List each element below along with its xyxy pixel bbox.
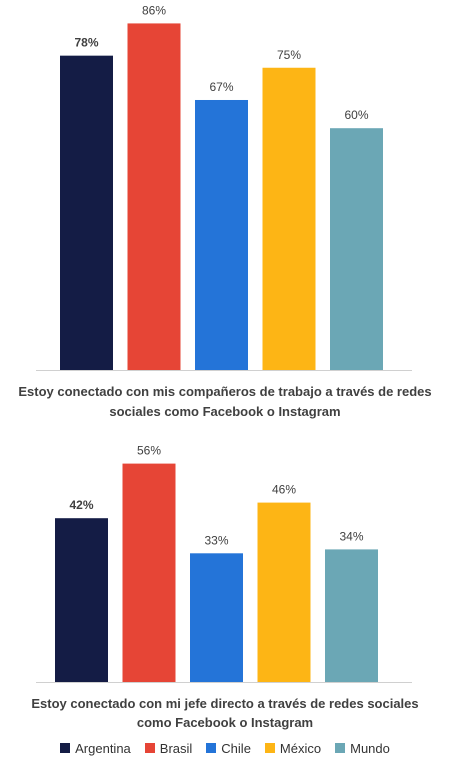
bar-brasil (127, 23, 181, 370)
data-label-mundo: 34% (339, 529, 363, 543)
chart-title-line-1: Estoy conectado con mi jefe directo a tr… (31, 696, 418, 711)
legend-item-argentina: Argentina (60, 741, 131, 756)
data-label-mexico: 75% (277, 48, 301, 62)
bar-mexico (257, 502, 311, 682)
bar-brasil (122, 463, 176, 682)
chart-title-line-2: como Facebook o Instagram (137, 715, 313, 730)
bar-chile (195, 99, 248, 371)
legend-swatch-mexico (264, 743, 275, 753)
bar-mexico (262, 67, 316, 370)
legend-swatch-mundo (335, 743, 346, 753)
chart-1: 78% 86% 67% 75% 60% Estoy conectado con mis c… (18, 3, 431, 419)
chart-title-line-1: Estoy conectado con mis compañeros de tr… (18, 384, 431, 399)
legend-item-brasil: Brasil (144, 740, 193, 756)
bar-mundo (330, 128, 383, 370)
data-label-argentina: 78% (74, 36, 98, 50)
bar-chile (190, 553, 243, 682)
bar-argentina (60, 55, 113, 370)
bar-mundo (325, 549, 378, 682)
legend-label-argentina: Argentina (75, 740, 131, 756)
charts-canvas: 78% 86% 67% 75% 60% Estoy conectado con mis c… (18, 3, 431, 730)
chart-2: 42% 56% 33% 46% 34% Estoy conectado con mi je… (31, 444, 418, 730)
data-label-mundo: 60% (344, 108, 368, 122)
legend-label-brasil: Brasil (159, 740, 193, 756)
bar-argentina (55, 518, 108, 682)
data-label-chile: 33% (204, 533, 228, 547)
legend-label-chile: Chile (221, 740, 251, 756)
data-label-chile: 67% (209, 80, 233, 94)
legend-item-mexico: México (264, 740, 322, 756)
chart-title-line-2: sociales como Facebook o Instagram (109, 404, 340, 419)
legend-item-chile: Chile (206, 741, 251, 756)
data-label-brasil: 86% (142, 3, 166, 17)
legend: Argentina Brasil Chile México Mundo (0, 737, 450, 759)
legend-swatch-chile (206, 743, 217, 753)
legend-swatch-argentina (60, 743, 71, 753)
legend-label-mexico: México (279, 740, 322, 756)
data-label-brasil: 56% (137, 444, 161, 458)
legend-item-mundo: Mundo (335, 741, 390, 756)
legend-label-mundo: Mundo (350, 740, 390, 756)
data-label-mexico: 46% (272, 483, 296, 497)
data-label-argentina: 42% (69, 498, 93, 512)
legend-swatch-brasil (144, 743, 155, 753)
